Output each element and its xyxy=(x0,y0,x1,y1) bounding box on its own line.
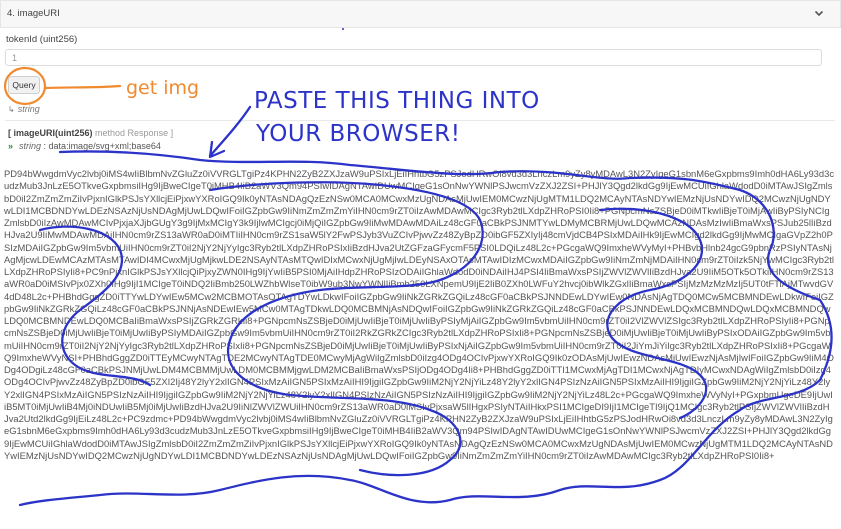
return-arrow-icon: ↳ xyxy=(8,105,15,114)
return-type: ↳ string xyxy=(8,104,40,114)
paste-annotation-line1: PASTE THIS THING INTO xyxy=(254,88,540,114)
query-button[interactable]: Query xyxy=(8,76,40,94)
divider xyxy=(5,120,835,121)
section-header[interactable]: 4. imageURI xyxy=(0,0,841,28)
chevron-down-icon[interactable] xyxy=(812,6,826,20)
arrow-head xyxy=(208,140,226,159)
token-id-input[interactable] xyxy=(5,49,822,66)
result-heading-sub: method Response ] xyxy=(95,128,174,138)
result-type-label: string xyxy=(19,141,42,151)
double-chevron-icon: » xyxy=(8,141,14,151)
base64-svg-output[interactable]: PD94bWwgdmVyc2lvbj0iMS4wIiBlbmNvZGluZz0i… xyxy=(4,168,834,461)
get-img-annotation: get img xyxy=(126,77,200,99)
result-prefix: : data:image/svg+xml;base64 xyxy=(43,141,161,151)
section-title: 4. imageURI xyxy=(7,8,60,19)
result-heading-main: [ imageURI(uint256) xyxy=(8,128,93,138)
arrow-to-result xyxy=(208,105,252,158)
return-type-label: string xyxy=(17,104,40,114)
result-heading: [ imageURI(uint256) method Response ] xyxy=(8,128,173,138)
dot-mark xyxy=(342,28,344,30)
result-type-line: » string : data:image/svg+xml;base64 xyxy=(8,141,161,151)
token-id-label: tokenId (uint256) xyxy=(6,34,78,45)
paste-annotation-line2: YOUR BROWSER! xyxy=(256,121,461,147)
